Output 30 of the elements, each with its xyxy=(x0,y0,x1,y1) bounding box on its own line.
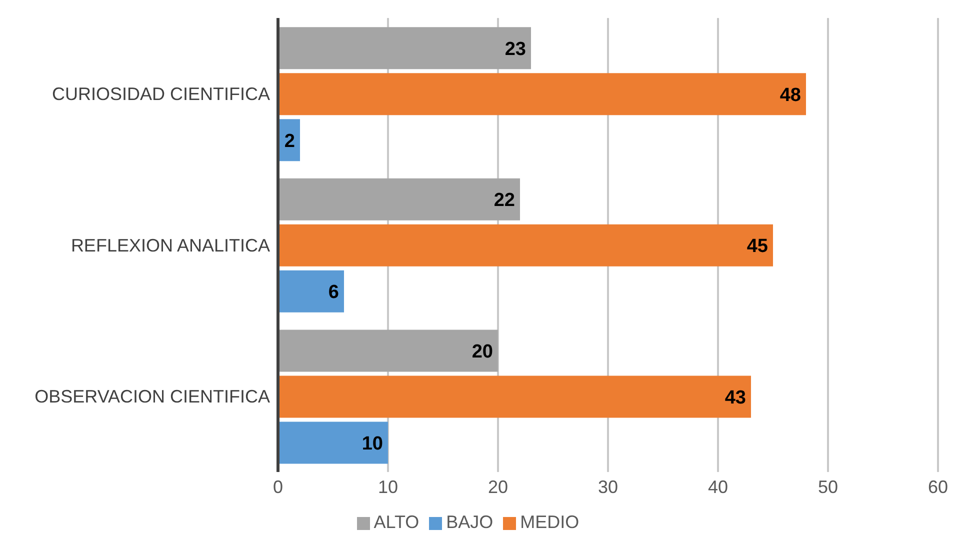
data-label: 2 xyxy=(284,130,295,152)
x-tick-label: 0 xyxy=(272,476,284,497)
data-label: 48 xyxy=(780,84,801,106)
data-label: 23 xyxy=(504,38,526,60)
data-label: 6 xyxy=(328,282,339,304)
bar xyxy=(278,178,520,220)
y-tick-label: REFLEXION ANALITICA xyxy=(70,235,270,256)
y-tick-label: CURIOSIDAD CIENTIFICA xyxy=(52,84,270,104)
bar xyxy=(278,73,806,116)
x-tick-label: 30 xyxy=(598,476,618,497)
data-label: 10 xyxy=(362,433,383,454)
bar xyxy=(278,422,388,464)
x-tick-label: 40 xyxy=(708,476,728,497)
x-tick-label: 50 xyxy=(818,476,838,497)
data-label: 43 xyxy=(724,387,746,408)
bar xyxy=(278,330,498,372)
x-tick-label: 20 xyxy=(488,476,508,497)
x-tick-label: 60 xyxy=(928,476,948,497)
legend-label: MEDIO xyxy=(520,512,580,532)
data-label: 22 xyxy=(494,190,515,212)
x-tick-label: 10 xyxy=(378,476,398,497)
data-label: 20 xyxy=(472,341,493,362)
bar xyxy=(278,27,531,70)
bar xyxy=(278,376,751,418)
y-tick-label: OBSERVACION CIENTIFICA xyxy=(34,386,270,407)
data-label: 45 xyxy=(746,236,768,258)
legend-label: ALTO xyxy=(374,512,420,532)
bar xyxy=(278,224,773,266)
bar xyxy=(278,270,344,312)
legend-label: BAJO xyxy=(446,512,494,532)
